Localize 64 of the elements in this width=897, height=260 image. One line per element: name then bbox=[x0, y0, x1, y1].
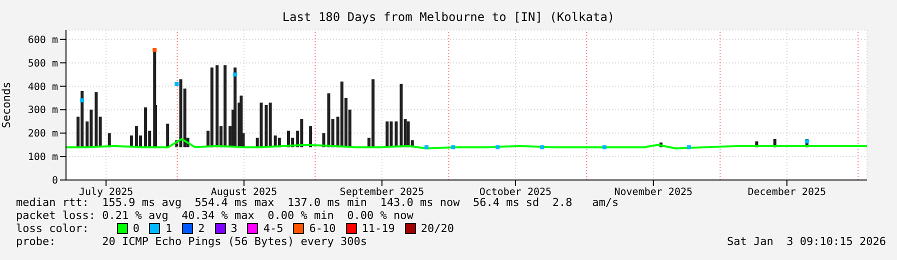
bar bbox=[264, 105, 268, 148]
bar bbox=[134, 126, 138, 148]
point bbox=[451, 145, 456, 150]
x-tick-label: December 2025 bbox=[748, 187, 826, 198]
legend-title: loss color: bbox=[16, 222, 89, 235]
point bbox=[152, 48, 157, 52]
legend-label: 3 bbox=[230, 222, 238, 235]
bar bbox=[390, 121, 393, 148]
bar bbox=[94, 92, 98, 148]
bar bbox=[234, 68, 237, 148]
bar bbox=[300, 119, 304, 148]
text: Sat Jan 3 09:10:15 2026 bbox=[727, 235, 886, 248]
legend-label: 6-10 bbox=[308, 222, 336, 235]
point bbox=[174, 82, 179, 86]
bar bbox=[340, 82, 344, 148]
text: median rtt: 155.9 ms avg 554.4 ms max 137.0 ms min 143.0 ms now 56.4 ms sd 2.8 am/s bbox=[16, 196, 619, 209]
bar bbox=[166, 124, 170, 148]
x-tick-label: October 2025 bbox=[479, 187, 552, 198]
y-tick-label: 300 m bbox=[28, 105, 58, 116]
bar bbox=[400, 84, 403, 148]
bar bbox=[386, 121, 389, 148]
legend-label: 11-19 bbox=[360, 222, 395, 235]
point bbox=[687, 145, 691, 150]
y-tick-label: 200 m bbox=[28, 128, 58, 140]
point bbox=[804, 139, 809, 144]
bar bbox=[327, 93, 330, 148]
text: probe: 20 ICMP Echo Pings (56 Bytes) every 300s bbox=[16, 235, 367, 248]
bar bbox=[309, 126, 312, 148]
point bbox=[602, 145, 606, 150]
chart-title: Last 180 Days from Melbourne to [IN] (Kolkata) bbox=[281, 10, 616, 24]
point bbox=[80, 98, 84, 102]
y-tick-label: 100 m bbox=[28, 152, 58, 164]
y-tick-label: 500 m bbox=[28, 58, 58, 70]
point bbox=[424, 145, 428, 150]
bar bbox=[260, 102, 263, 148]
point bbox=[540, 145, 544, 150]
legend-label: 1 bbox=[164, 222, 172, 235]
bar bbox=[80, 90, 84, 148]
point bbox=[496, 145, 500, 150]
x-tick-label: August 2025 bbox=[210, 187, 278, 198]
text: packet loss: 0.21 % avg 40.34 % max 0.00 % min 0.00 % now bbox=[16, 209, 414, 222]
bar bbox=[268, 102, 272, 148]
legend-label: 0 bbox=[132, 222, 140, 235]
legend-label: 20/20 bbox=[420, 222, 454, 235]
bar bbox=[394, 121, 398, 148]
y-tick-label: 0 bbox=[52, 176, 58, 187]
bar bbox=[90, 110, 93, 148]
legend-label: 4-5 bbox=[262, 222, 284, 235]
bar bbox=[179, 79, 182, 148]
bar bbox=[224, 65, 227, 148]
bar bbox=[144, 107, 148, 148]
x-tick-label: September 2025 bbox=[340, 187, 424, 198]
bar bbox=[372, 79, 375, 148]
y-axis-title: Seconds bbox=[0, 82, 13, 128]
x-tick-label: July 2025 bbox=[78, 187, 134, 198]
bar bbox=[406, 121, 410, 148]
legend-label: 2 bbox=[197, 222, 205, 235]
point bbox=[233, 72, 238, 77]
bar bbox=[210, 68, 214, 148]
x-tick-label: November 2025 bbox=[614, 187, 693, 198]
y-tick-label: 400 m bbox=[28, 82, 58, 93]
bar bbox=[216, 65, 219, 148]
line-series bbox=[66, 138, 867, 150]
y-tick-label: 600 m bbox=[28, 34, 58, 46]
